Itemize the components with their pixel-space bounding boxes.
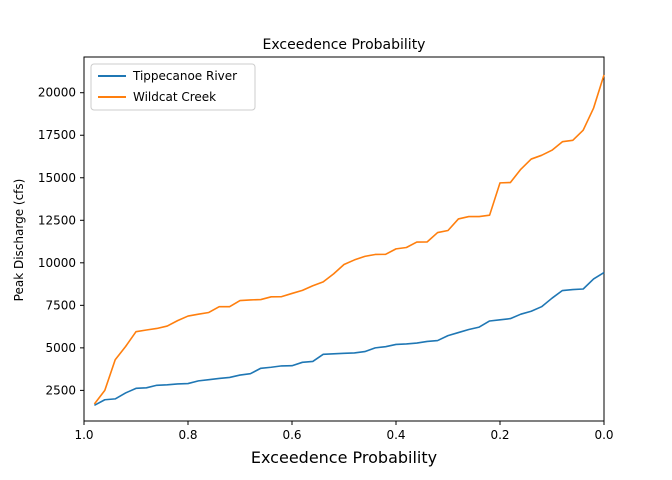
x-tick-label: 1.0: [74, 428, 93, 442]
x-tick-label: 0.0: [594, 428, 613, 442]
y-axis-ticks: 2500 5000 7500 10000 12500 15000 17500 20000: [38, 86, 84, 397]
legend-label-wildcat: Wildcat Creek: [133, 90, 216, 104]
y-axis-label: Peak Discharge (cfs): [12, 179, 26, 302]
y-tick-label: 2500: [45, 383, 76, 397]
y-tick-label: 7500: [45, 298, 76, 312]
x-axis-ticks: 1.0 0.8 0.6 0.4 0.2 0.0: [74, 421, 614, 442]
x-axis-label: Exceedence Probability: [251, 448, 437, 467]
y-tick-label: 20000: [38, 86, 76, 100]
y-tick-label: 5000: [45, 341, 76, 355]
plot-area: 1.0 0.8 0.6 0.4 0.2 0.0 2500 5000 7500 10000 1250…: [38, 56, 614, 442]
x-tick-label: 0.4: [386, 428, 405, 442]
plot-frame: [83, 56, 605, 422]
series-layer: [93, 74, 605, 407]
series-line-wildcat: [93, 74, 605, 405]
y-tick-label: 15000: [38, 171, 76, 185]
y-tick-label: 17500: [38, 128, 76, 142]
x-tick-label: 0.8: [178, 428, 197, 442]
y-tick-label: 10000: [38, 256, 76, 270]
chart-title: Exceedence Probability: [263, 37, 426, 53]
legend-label-tippecanoe: Tippecanoe River: [132, 69, 237, 83]
y-tick-label: 12500: [38, 213, 76, 227]
x-tick-label: 0.2: [490, 428, 509, 442]
x-tick-label: 0.6: [282, 428, 301, 442]
legend-box: [90, 63, 256, 111]
legend: Tippecanoe River Wildcat Creek: [90, 63, 256, 111]
series-line-tippecanoe: [94, 271, 605, 407]
